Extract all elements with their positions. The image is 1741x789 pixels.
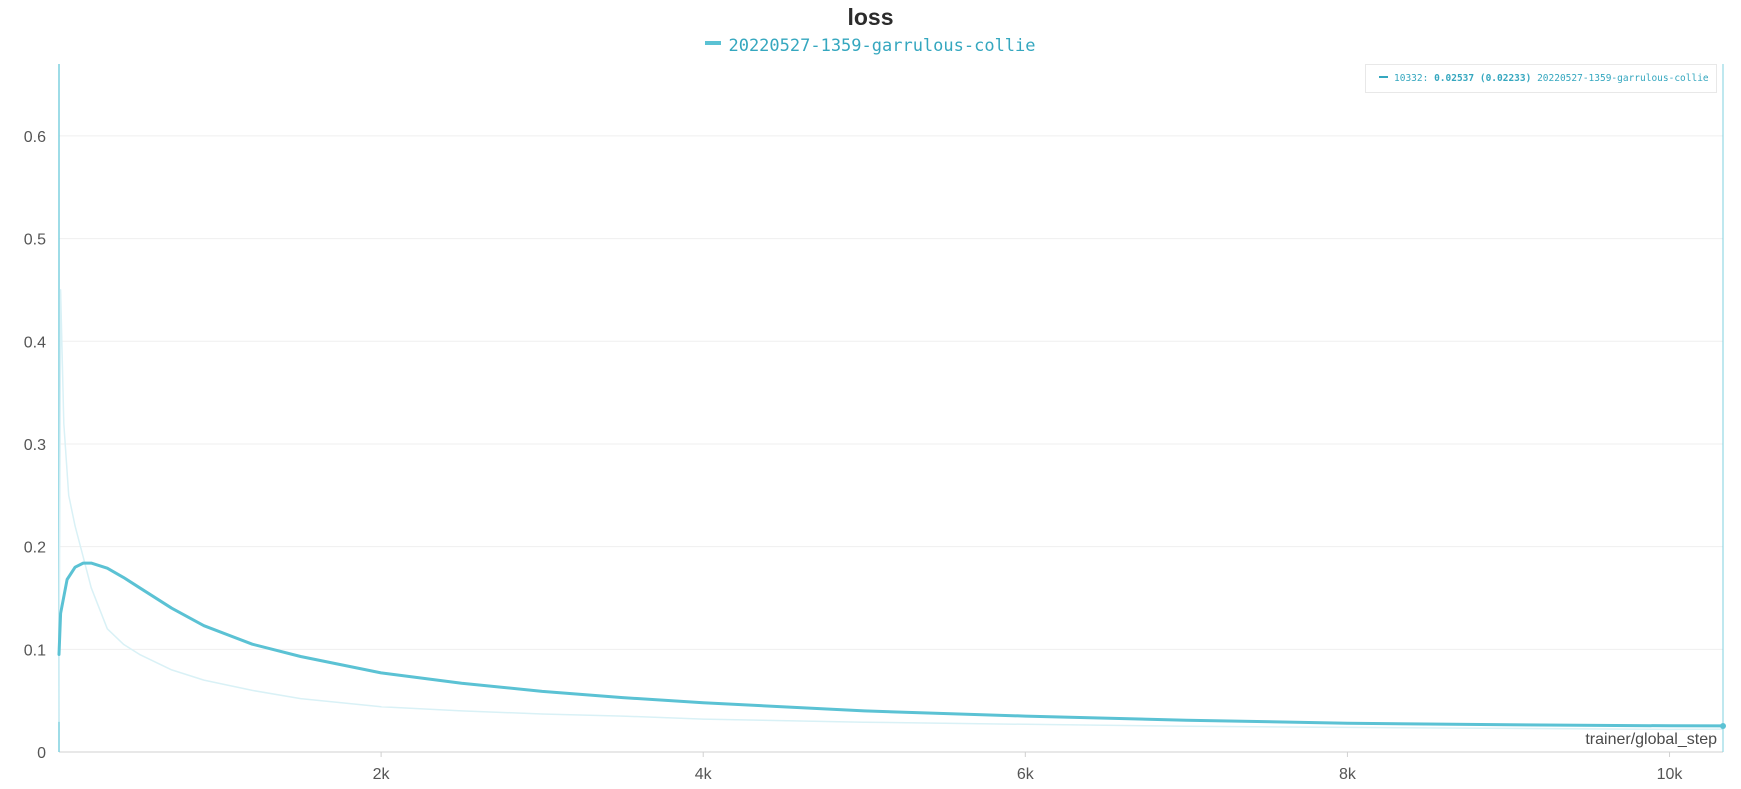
y-tick-label: 0.4	[24, 334, 46, 351]
y-tick-label: 0.6	[24, 129, 46, 146]
hover-tooltip: 10332: 0.02537 (0.02233) 20220527-1359-g…	[1365, 64, 1717, 93]
tooltip-value: 0.02537	[1434, 73, 1475, 84]
x-tick-label: 8k	[1339, 766, 1357, 783]
hover-point	[1720, 722, 1726, 729]
chart-title: loss	[847, 4, 894, 30]
tooltip-swatch	[1379, 75, 1388, 78]
x-tick-label: 10k	[1657, 766, 1684, 783]
x-tick-label: 2k	[373, 766, 391, 783]
x-tick-label: 4k	[695, 766, 713, 783]
y-axis: 0 0.1 0.2 0.3 0.4 0.5 0.6	[24, 129, 46, 762]
grid-lines	[59, 135, 1723, 650]
tooltip-run: 20220527-1359-garrulous-collie	[1537, 73, 1709, 84]
x-tick-label: 6k	[1017, 766, 1035, 783]
x-axis: 2k 4k 6k 8k 10k	[58, 64, 1723, 783]
legend-swatch	[705, 41, 722, 45]
tooltip-raw-value: (0.02233)	[1479, 73, 1532, 84]
y-tick-label: 0	[37, 745, 46, 762]
y-tick-label: 0.1	[24, 642, 46, 659]
y-tick-label: 0.2	[24, 540, 46, 557]
series-line-raw	[58, 289, 1724, 731]
y-tick-label: 0.3	[24, 437, 46, 454]
y-tick-label: 0.5	[24, 232, 46, 249]
series-line-smoothed	[57, 561, 1725, 728]
series-layer	[57, 289, 1725, 731]
legend[interactable]: 20220527-1359-garrulous-collie	[0, 36, 1741, 56]
legend-series-name: 20220527-1359-garrulous-collie	[728, 36, 1036, 56]
x-axis-label: trainer/global_step	[1585, 731, 1717, 748]
tooltip-step: 10332	[1394, 73, 1423, 84]
